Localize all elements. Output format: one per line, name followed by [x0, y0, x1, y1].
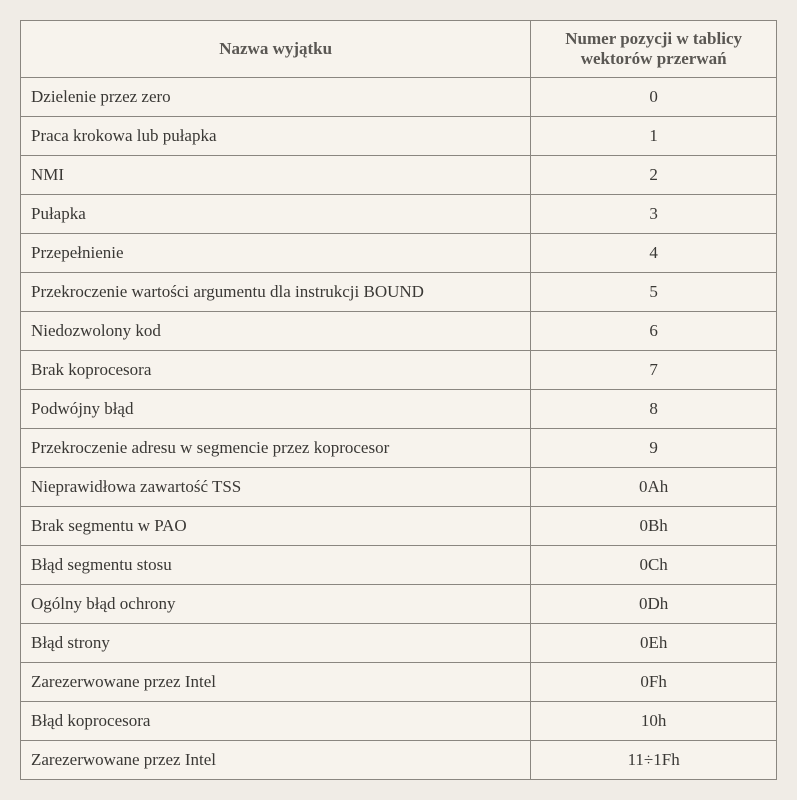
cell-vector-number: 5 — [531, 273, 777, 312]
table-row: Pułapka3 — [21, 195, 777, 234]
cell-vector-number: 7 — [531, 351, 777, 390]
cell-exception-name: Nieprawidłowa zawartość TSS — [21, 468, 531, 507]
cell-vector-number: 0Dh — [531, 585, 777, 624]
table-row: Brak koprocesora7 — [21, 351, 777, 390]
cell-vector-number: 0Eh — [531, 624, 777, 663]
cell-exception-name: Pułapka — [21, 195, 531, 234]
cell-vector-number: 11÷1Fh — [531, 741, 777, 780]
table-row: Dzielenie przez zero0 — [21, 78, 777, 117]
table-row: Błąd segmentu stosu0Ch — [21, 546, 777, 585]
cell-exception-name: Zarezerwowane przez Intel — [21, 741, 531, 780]
table-row: Przekroczenie adresu w segmencie przez k… — [21, 429, 777, 468]
cell-vector-number: 0Ch — [531, 546, 777, 585]
cell-exception-name: Praca krokowa lub pułapka — [21, 117, 531, 156]
table-row: Praca krokowa lub pułapka1 — [21, 117, 777, 156]
cell-exception-name: Błąd koprocesora — [21, 702, 531, 741]
cell-exception-name: Niedozwolony kod — [21, 312, 531, 351]
table-row: Niedozwolony kod6 — [21, 312, 777, 351]
table-row: Nieprawidłowa zawartość TSS0Ah — [21, 468, 777, 507]
cell-exception-name: Przekroczenie wartości argumentu dla ins… — [21, 273, 531, 312]
header-name: Nazwa wyjątku — [21, 21, 531, 78]
table-row: Przekroczenie wartości argumentu dla ins… — [21, 273, 777, 312]
table-row: NMI2 — [21, 156, 777, 195]
cell-exception-name: Przekroczenie adresu w segmencie przez k… — [21, 429, 531, 468]
cell-vector-number: 4 — [531, 234, 777, 273]
exception-table: Nazwa wyjątku Numer pozycji w tablicy we… — [20, 20, 777, 780]
cell-exception-name: Zarezerwowane przez Intel — [21, 663, 531, 702]
cell-vector-number: 10h — [531, 702, 777, 741]
table-header-row: Nazwa wyjątku Numer pozycji w tablicy we… — [21, 21, 777, 78]
table-body: Dzielenie przez zero0Praca krokowa lub p… — [21, 78, 777, 780]
table-row: Błąd strony0Eh — [21, 624, 777, 663]
cell-vector-number: 0Ah — [531, 468, 777, 507]
table-row: Podwójny błąd8 — [21, 390, 777, 429]
cell-vector-number: 0 — [531, 78, 777, 117]
cell-exception-name: Przepełnienie — [21, 234, 531, 273]
cell-vector-number: 0Bh — [531, 507, 777, 546]
cell-exception-name: NMI — [21, 156, 531, 195]
cell-exception-name: Ogólny błąd ochrony — [21, 585, 531, 624]
cell-exception-name: Dzielenie przez zero — [21, 78, 531, 117]
cell-exception-name: Błąd segmentu stosu — [21, 546, 531, 585]
cell-exception-name: Błąd strony — [21, 624, 531, 663]
table-row: Błąd koprocesora10h — [21, 702, 777, 741]
table-row: Zarezerwowane przez Intel11÷1Fh — [21, 741, 777, 780]
cell-vector-number: 1 — [531, 117, 777, 156]
table-row: Przepełnienie4 — [21, 234, 777, 273]
cell-vector-number: 6 — [531, 312, 777, 351]
cell-vector-number: 2 — [531, 156, 777, 195]
cell-vector-number: 8 — [531, 390, 777, 429]
cell-vector-number: 0Fh — [531, 663, 777, 702]
table-row: Zarezerwowane przez Intel0Fh — [21, 663, 777, 702]
header-number: Numer pozycji w tablicy wektorów przerwa… — [531, 21, 777, 78]
table-row: Ogólny błąd ochrony0Dh — [21, 585, 777, 624]
table-row: Brak segmentu w PAO0Bh — [21, 507, 777, 546]
cell-exception-name: Brak segmentu w PAO — [21, 507, 531, 546]
cell-exception-name: Brak koprocesora — [21, 351, 531, 390]
cell-vector-number: 3 — [531, 195, 777, 234]
cell-exception-name: Podwójny błąd — [21, 390, 531, 429]
cell-vector-number: 9 — [531, 429, 777, 468]
